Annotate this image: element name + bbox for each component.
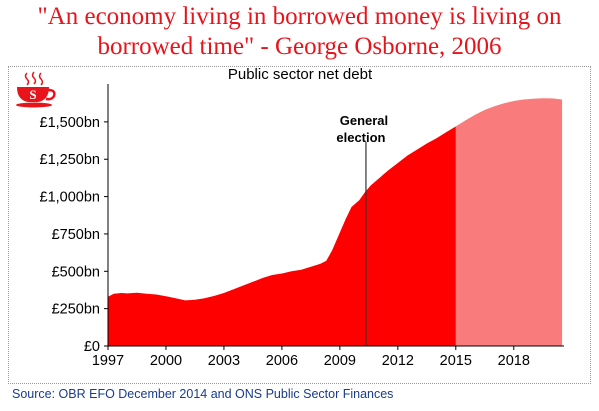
x-tick-label: 2000	[150, 353, 182, 369]
y-tick-label: £250bn	[52, 302, 100, 318]
y-tick-label: £1,000bn	[40, 190, 100, 206]
x-tick-label: 1997	[92, 353, 124, 369]
chart-frame	[8, 66, 591, 384]
outturn-area	[108, 126, 456, 347]
source-note: Source: OBR EFO December 2014 and ONS Pu…	[12, 387, 394, 401]
headline-line-1: "An economy living in borrowed money is …	[37, 3, 562, 30]
y-tick-label: £1,250bn	[40, 152, 100, 168]
election-label-line-2: election	[336, 130, 385, 145]
y-tick-label: £500bn	[52, 264, 100, 280]
forecast-area	[455, 98, 563, 346]
x-tick-label: 2009	[324, 353, 356, 369]
teacup-s-logo-icon: S	[16, 71, 56, 108]
x-tick-label: 2003	[208, 353, 240, 369]
x-tick-label: 2006	[266, 353, 298, 369]
x-tick-label: 2015	[440, 353, 472, 369]
y-tick-label: £0	[84, 339, 100, 355]
y-tick-label: £750bn	[52, 227, 100, 243]
headline: "An economy living in borrowed money is …	[0, 2, 599, 62]
y-tick-label: £1,500bn	[40, 115, 100, 131]
x-tick-label: 2018	[498, 353, 530, 369]
logo-letter: S	[29, 87, 36, 102]
chart-title: Public sector net debt	[227, 66, 373, 83]
headline-line-2: borrowed time" - George Osborne, 2006	[97, 33, 502, 60]
x-tick-label: 2012	[382, 353, 414, 369]
election-label-line-1: General	[340, 113, 388, 128]
